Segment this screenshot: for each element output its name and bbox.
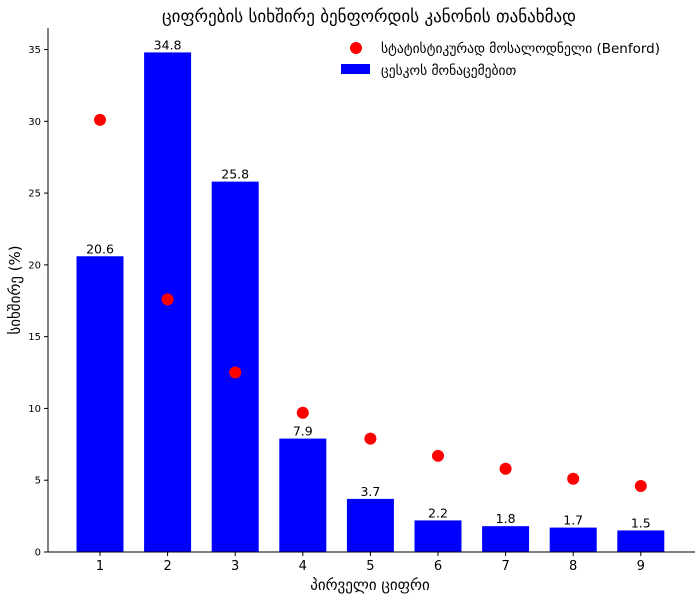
bar-labels-group: 20.6 34.8 25.8 7.9 3.7 2.2 1.8 1.7 1.5: [86, 37, 651, 530]
bar-value-label-1: 20.6: [86, 241, 114, 256]
expected-point-digit-8: [567, 472, 580, 485]
y-tick-label: 35: [28, 45, 41, 56]
y-axis: 0 5 10 15 20 25 30 35: [28, 28, 49, 559]
y-tick-label: 30: [28, 117, 41, 128]
bar-value-label-8: 1.7: [563, 513, 583, 528]
bar-digit-5: [346, 498, 394, 552]
expected-point-digit-6: [432, 449, 444, 462]
expected-point-digit-5: [364, 432, 377, 445]
y-tick-label: 10: [28, 404, 41, 415]
bar-digit-4: [279, 438, 327, 552]
bar-digit-9: [617, 530, 665, 552]
expected-point-digit-7: [499, 462, 512, 475]
y-tick-label: 25: [28, 189, 41, 200]
x-axis: 1 2 3 4 5 6 7 8 9: [48, 551, 695, 574]
y-tick-label: 0: [35, 548, 41, 559]
expected-point-digit-3: [229, 366, 242, 379]
x-tick-label: 1: [96, 559, 104, 574]
chart-title: ციფრების სიხშირე ბენფორდის კანონის თანახ…: [162, 7, 576, 27]
x-tick-label: 2: [163, 559, 171, 574]
legend-marker-observed: [341, 64, 370, 74]
x-tick-label: 4: [299, 559, 307, 574]
x-tick-label: 7: [501, 559, 509, 574]
legend-label-observed: ცესკოს მონაცემებით: [381, 63, 516, 79]
bar-digit-8: [549, 527, 597, 552]
x-tick-label: 5: [366, 559, 374, 574]
bar-digit-6: [414, 520, 462, 552]
bar-digit-7: [482, 526, 530, 552]
bar-value-label-6: 2.2: [428, 505, 448, 520]
bar-value-label-2: 34.8: [154, 37, 182, 52]
legend: სტატისტიკურად მოსალოდნელი (Benford) ცესკ…: [341, 40, 660, 79]
bar-value-label-3: 25.8: [221, 167, 249, 182]
legend-label-expected: სტატისტიკურად მოსალოდნელი (Benford): [381, 40, 660, 57]
y-tick-label: 5: [35, 476, 41, 487]
x-tick-label: 6: [434, 559, 442, 574]
bar-digit-1: [76, 256, 124, 552]
bar-value-label-7: 1.8: [496, 511, 516, 526]
y-tick-label: 15: [28, 332, 41, 343]
expected-points-group: [94, 113, 647, 492]
x-tick-label: 8: [569, 559, 577, 574]
x-tick-label: 9: [637, 559, 645, 574]
x-tick-label: 3: [231, 559, 239, 574]
bar-value-label-4: 7.9: [293, 424, 313, 439]
expected-point-digit-9: [634, 479, 647, 492]
y-axis-label: სიხშირე (%): [6, 245, 24, 334]
y-tick-label: 20: [28, 260, 41, 271]
legend-marker-expected: [350, 42, 362, 54]
expected-point-digit-1: [94, 113, 106, 126]
bar-value-label-9: 1.5: [631, 515, 651, 530]
bar-value-label-5: 3.7: [360, 484, 380, 499]
x-axis-label: პირველი ციფრი: [310, 576, 430, 594]
expected-point-digit-4: [296, 406, 309, 419]
expected-point-digit-2: [161, 293, 174, 306]
